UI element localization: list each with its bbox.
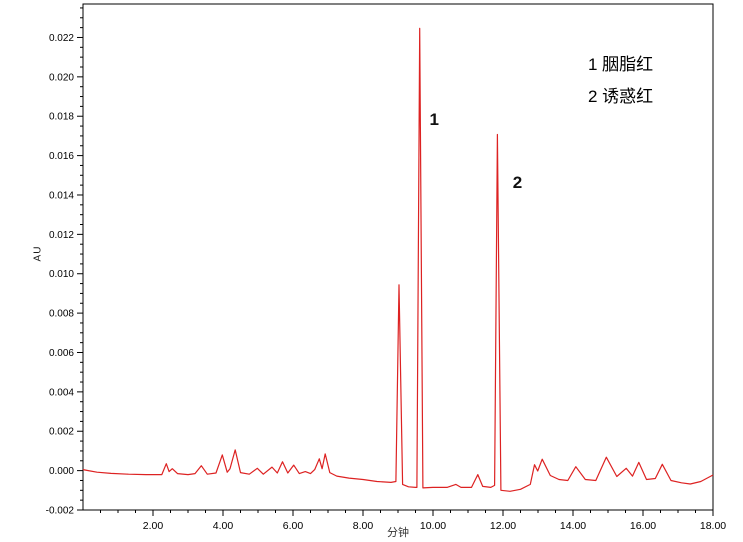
y-tick-label: 0.020 [49,72,74,83]
peak-annotation-2: 2 [512,173,523,193]
x-tick-label: 10.00 [420,520,446,532]
y-tick-label: 0.002 [49,427,74,438]
x-axis-title: 分钟 [387,527,409,539]
peak-annotation-1: 1 [429,110,439,130]
y-tick-label: 0.014 [49,190,74,201]
y-tick-label: 0.006 [49,348,74,359]
y-tick-label: 0.018 [49,112,74,123]
x-tick-label: 14.00 [560,520,586,532]
y-tick-label: 0.008 [49,309,74,320]
x-tick-label: 18.00 [700,520,726,532]
legend-entry-1: 1 胭脂红 [588,55,654,74]
x-tick-label: 8.00 [353,520,374,532]
y-tick-label: -0.002 [46,506,75,517]
plot-frame [82,3,714,511]
trace-line [82,27,714,492]
y-tick-label: 0.016 [49,151,74,162]
x-tick-label: 12.00 [490,520,516,532]
y-tick-label: 0.000 [49,466,74,477]
x-tick-label: 2.00 [143,520,164,532]
y-tick-label: 0.012 [49,230,74,241]
x-tick-label: 16.00 [630,520,656,532]
x-tick-label: 6.00 [283,520,304,532]
y-axis-title: AU [32,245,44,262]
legend: 1 胭脂红 2 诱惑红 [588,50,653,114]
y-tick-label: 0.004 [49,387,74,398]
x-tick-label: 4.00 [213,520,234,532]
y-tick-label: 0.010 [49,269,74,280]
legend-entry-2: 2 诱惑红 [588,87,654,106]
y-tick-label: 0.022 [49,33,74,44]
